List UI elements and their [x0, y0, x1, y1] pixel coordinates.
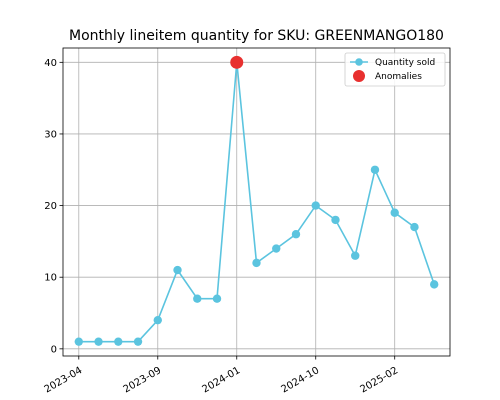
- data-point: [410, 222, 419, 232]
- legend-label-anomalies: Anomalies: [375, 72, 422, 82]
- chart-title: Monthly lineitem quantity for SKU: GREEN…: [69, 28, 444, 44]
- legend-label-quantity-sold: Quantity sold: [375, 58, 435, 68]
- x-tick-label: 2024-01: [201, 365, 243, 395]
- data-point: [193, 294, 202, 303]
- data-point: [351, 251, 360, 260]
- data-point: [291, 230, 301, 239]
- data-point: [114, 337, 123, 346]
- data-point: [94, 337, 103, 346]
- data-point: [390, 208, 399, 217]
- y-tick-label: 10: [44, 273, 57, 284]
- data-point: [252, 258, 261, 268]
- x-tick-label: 2024-10: [280, 365, 322, 395]
- y-tick-label: 30: [44, 129, 57, 140]
- data-point: [173, 265, 182, 275]
- y-tick-label: 0: [51, 344, 57, 355]
- x-tick-label: 2025-02: [359, 365, 401, 395]
- series-quantity-sold: [74, 58, 439, 346]
- data-point: [311, 201, 320, 210]
- data-point: [153, 315, 162, 325]
- data-point: [74, 337, 83, 346]
- legend-anomaly-swatch: [353, 70, 365, 82]
- x-tick-label: 2023-04: [43, 365, 85, 395]
- plot-frame: [62, 47, 451, 357]
- data-point: [272, 244, 281, 253]
- legend-box: [344, 52, 446, 87]
- anomaly-markers: [230, 55, 244, 69]
- data-point: [212, 294, 222, 303]
- data-point: [133, 337, 143, 346]
- grid-lines: [63, 48, 450, 356]
- x-tick-label: 2023-09: [122, 365, 164, 395]
- y-axis: 0 10 20 30 40: [44, 58, 63, 355]
- x-axis: 2023-04 2023-09 2024-01 2024-10 2025-02: [43, 356, 401, 395]
- y-tick-label: 20: [44, 201, 57, 212]
- anomaly-point: [230, 55, 244, 69]
- data-point: [370, 165, 380, 174]
- y-tick-label: 40: [44, 58, 57, 69]
- series-line: [78, 62, 435, 343]
- data-point: [430, 280, 439, 289]
- data-point: [331, 215, 340, 225]
- legend: Quantity sold Anomalies: [344, 52, 446, 87]
- legend-marker-swatch: [355, 58, 363, 66]
